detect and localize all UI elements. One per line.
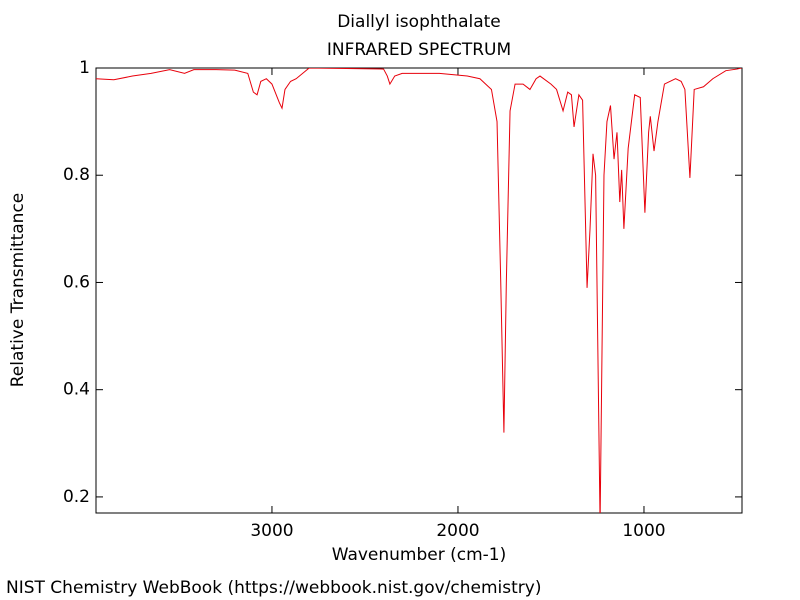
spectrum-line: [96, 68, 742, 513]
x-tick-label: 2000: [436, 521, 479, 541]
y-axis-label: Relative Transmittance: [8, 193, 28, 388]
plot-frame: [95, 67, 743, 514]
y-tick-label: 0.6: [63, 272, 90, 292]
x-tick-label: 1000: [622, 521, 665, 541]
chart-title: Diallyl isophthalate: [337, 12, 501, 32]
chart-subtitle: INFRARED SPECTRUM: [327, 40, 511, 60]
y-tick-label: 0.4: [63, 380, 90, 400]
x-axis-label: Wavenumber (cm-1): [332, 545, 507, 565]
footer: NIST Chemistry WebBook (https://webbook.…: [6, 578, 541, 598]
y-tick-label: 0.2: [63, 487, 90, 507]
y-tick-label: 0.8: [63, 165, 90, 185]
x-tick-label: 3000: [250, 521, 293, 541]
y-tick-label: 1: [79, 58, 90, 78]
